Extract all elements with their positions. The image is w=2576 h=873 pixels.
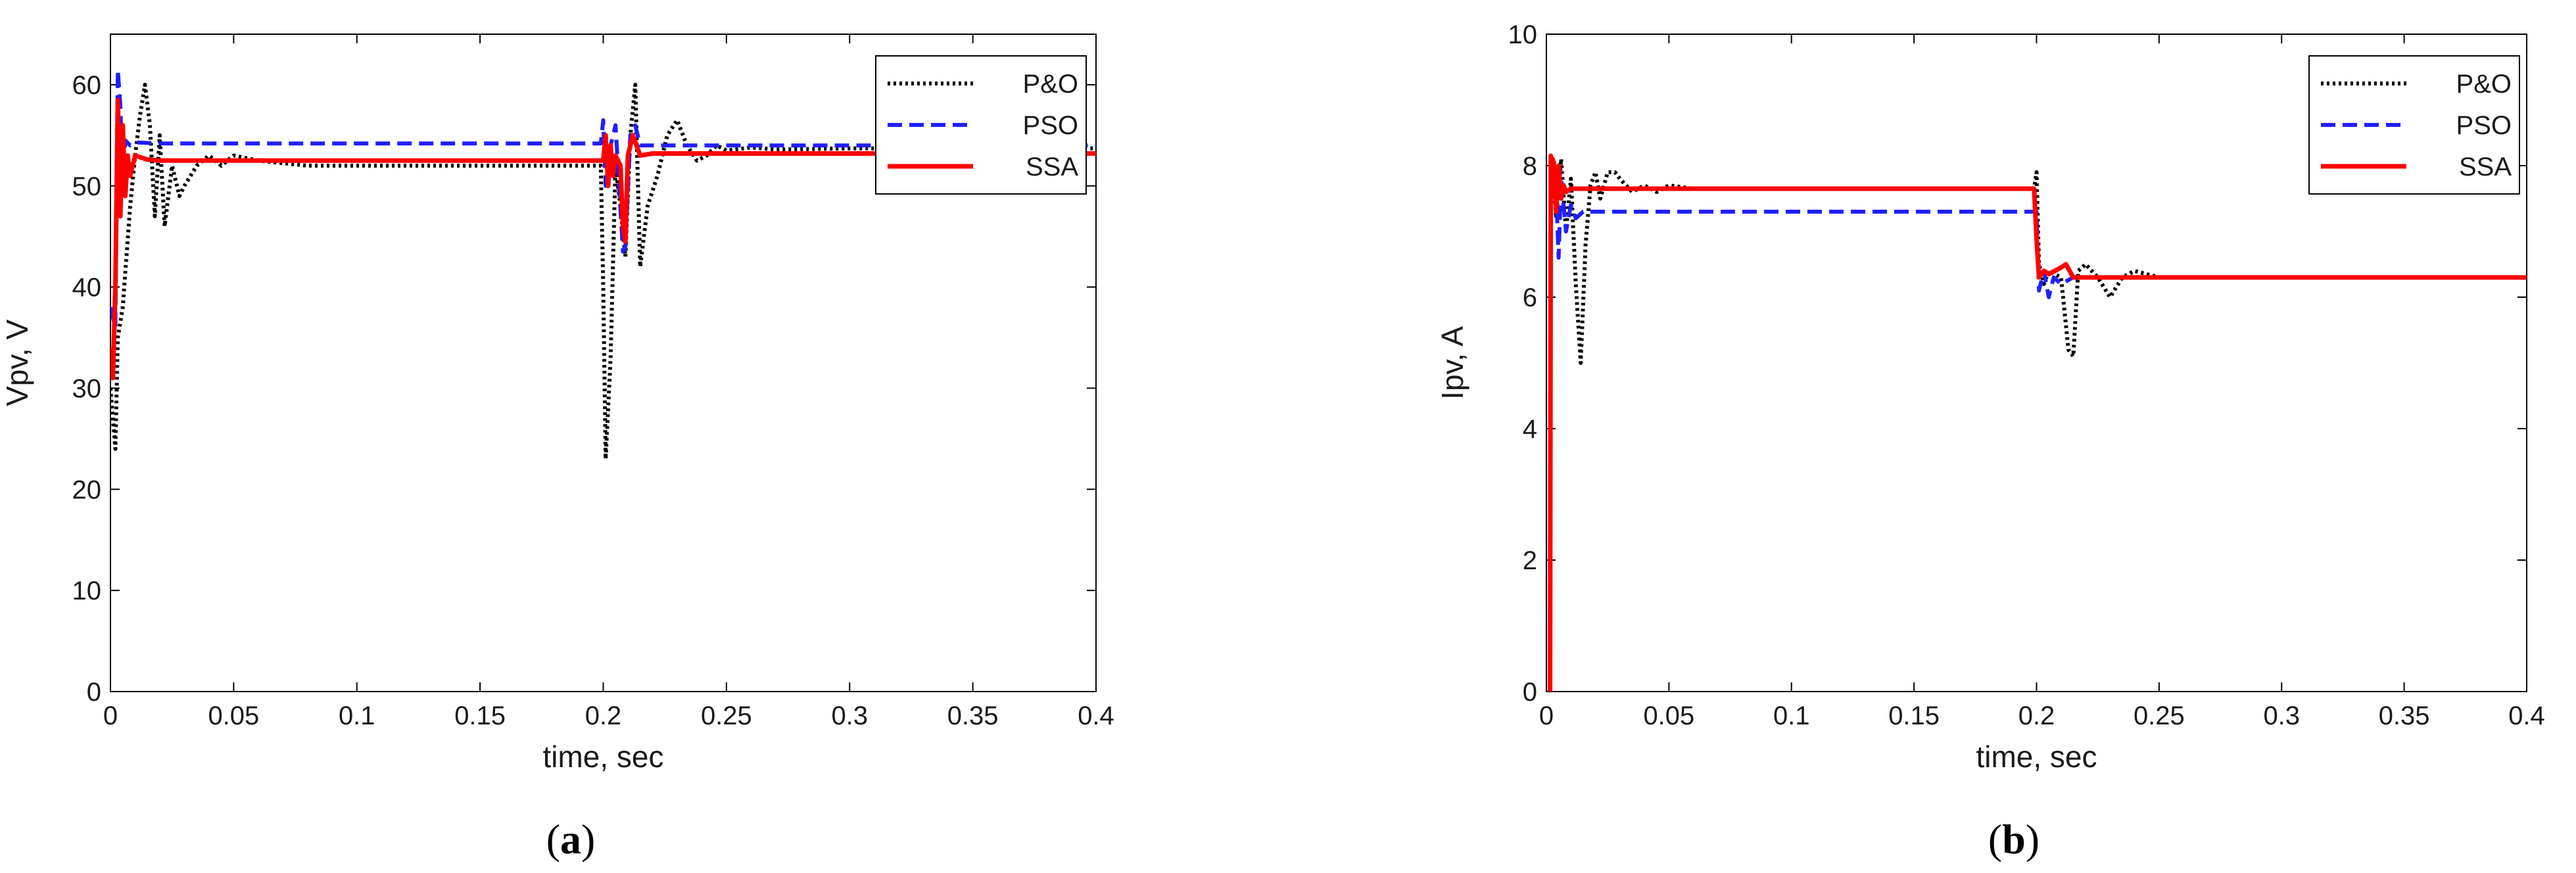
panel-b-legend-label: SSA [2459,153,2512,181]
panel-b-x-tick-label: 0.2 [2018,701,2055,730]
panel-b-series-group [1548,153,2527,692]
panel-a-y-tick-label: 10 [72,577,102,605]
panel-b-y-tick-label: 6 [1523,283,1537,312]
panel-a-y-tick-label: 50 [72,172,102,201]
panel-b-y-axis-label: Ipv, A [1435,326,1469,400]
panel-b-legend-label: PSO [2456,111,2512,140]
panel-a-series-po-line [110,82,1096,461]
panel-a-y-tick-label: 20 [72,475,102,504]
panel-b-y-tick-label: 0 [1523,678,1537,707]
panel-b-x-axis-label: time, sec [1976,740,2097,774]
panel-b-caption: (b) [1988,816,2039,862]
panel-a-y-tick-label: 30 [72,374,102,403]
panel-a-x-tick-label: 0.15 [454,701,506,730]
panel-a-y-tick-label: 0 [87,678,101,707]
panel-a-x-tick-label: 0.25 [701,701,752,730]
panel-b-x-tick-label: 0.15 [1888,701,1940,730]
panel-a-series-group [110,67,1096,461]
panel-b-x-tick-label: 0.3 [2263,701,2300,730]
panel-a-x-tick-label: 0.3 [831,701,868,730]
panel-a-x-tick-label: 0.1 [339,701,375,730]
panel-a-legend-label: P&O [1023,70,1078,99]
panel-a-legend-label: PSO [1023,111,1078,140]
panel-b-y-tick-label: 2 [1523,546,1537,575]
panel-a-y-tick-label: 60 [72,71,102,100]
panel-b-legend: P&O PSO SSA [2308,55,2520,195]
panel-b-x-tick-label: 0 [1539,701,1554,730]
panel-b-legend-label: P&O [2456,70,2512,99]
panel-b-x-tick-label: 0.35 [2379,701,2430,730]
panel-b-y-tick-label: 4 [1523,415,1537,444]
panel-a-y-tick-label: 40 [72,273,102,302]
panel-b-y-tick-label: 10 [1508,20,1538,49]
panel-b-series-ssa-line [1548,153,2527,692]
panel-a-y-axis-label: Vpv, V [0,319,34,406]
panel-a-x-tick-label: 0 [103,701,118,730]
panel-b-x-tick-label: 0.4 [2508,701,2545,730]
panel-a-x-tick-label: 0.35 [947,701,999,730]
panel-b-x-tick-label: 0.25 [2134,701,2185,730]
panel-b-y-tick-label: 8 [1523,152,1537,181]
panel-a-legend-label: SSA [1026,153,1078,181]
panel-b-x-tick-label: 0.1 [1773,701,1810,730]
panel-a-series-ssa-line [110,97,1096,381]
chart-panel-b: 0 0.05 0.1 0.15 0.2 0.25 0.3 0.35 0.4 0 2 4 6 8 10 time… [1435,20,2545,862]
panel-a-caption: (a) [546,816,596,862]
chart-panel-a: 0 0.05 0.1 0.15 0.2 0.25 0.3 0.35 0.4 0 10 20 30 40 50… [0,34,1114,862]
panel-a-legend: P&O PSO SSA [875,55,1087,195]
panel-a-x-tick-label: 0.05 [208,701,259,730]
panel-a-x-axis-label: time, sec [542,740,663,774]
panel-a-x-tick-label: 0.2 [585,701,622,730]
panel-b-x-tick-label: 0.05 [1643,701,1694,730]
panel-a-x-tick-label: 0.4 [1078,701,1114,730]
